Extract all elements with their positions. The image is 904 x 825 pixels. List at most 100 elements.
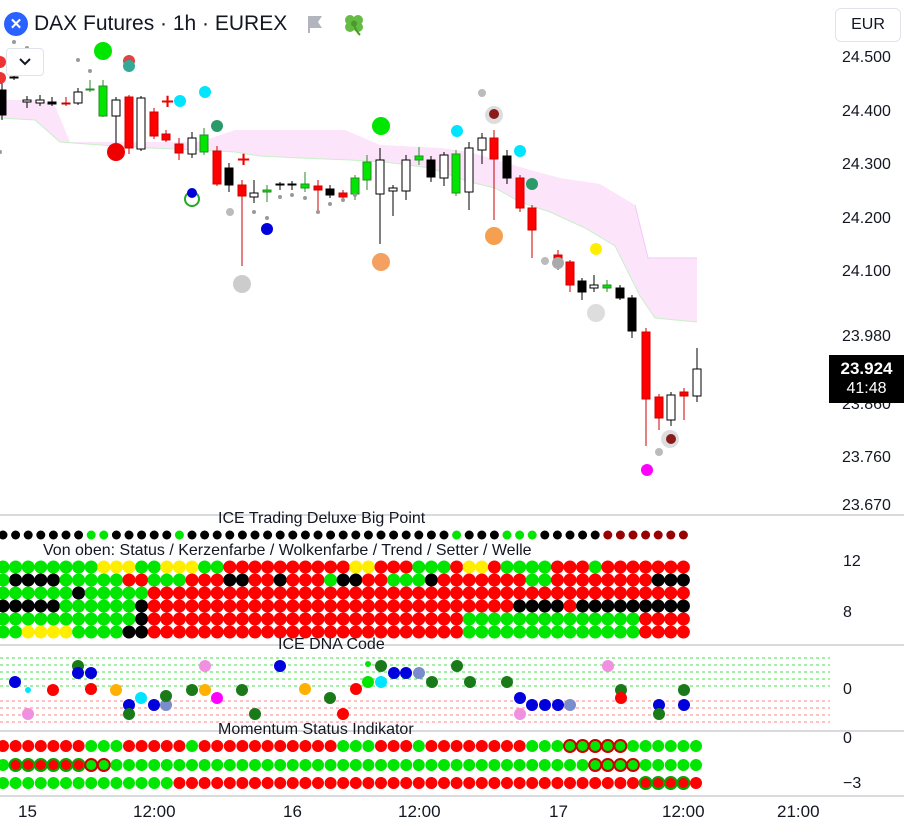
dna-dot — [539, 699, 551, 711]
status-dot — [578, 530, 588, 540]
status-dot — [664, 560, 678, 574]
status-dot — [225, 530, 235, 540]
collapse-toggle-button[interactable] — [6, 48, 44, 76]
momentum-dot — [312, 759, 324, 771]
currency-selector[interactable]: EUR — [835, 8, 901, 42]
momentum-dot — [324, 740, 337, 752]
signal-dot — [655, 448, 663, 456]
status-dot — [525, 599, 539, 613]
status-dot — [576, 625, 590, 639]
signal-dot — [107, 143, 125, 161]
status-dot — [97, 599, 111, 613]
status-dot — [311, 586, 325, 600]
status-dot — [97, 612, 111, 626]
status-dot — [374, 573, 388, 587]
status-dot — [437, 625, 451, 639]
status-dot — [336, 612, 350, 626]
momentum-dot — [488, 740, 501, 752]
momentum-dot — [475, 777, 488, 789]
status-dot — [550, 612, 564, 626]
status-dot — [349, 625, 363, 639]
momentum-dot — [85, 777, 98, 789]
pane3-title[interactable]: Momentum Status Indikator — [218, 721, 414, 738]
status-dot — [590, 530, 600, 540]
status-dot — [349, 612, 363, 626]
status-dot — [223, 586, 237, 600]
last-price-value: 23.924 — [840, 359, 893, 378]
status-dot — [349, 599, 363, 613]
status-dot — [450, 586, 464, 600]
status-dot — [437, 586, 451, 600]
status-dot — [298, 586, 312, 600]
status-dot — [487, 612, 501, 626]
dna-dot — [388, 667, 400, 679]
momentum-dot — [223, 777, 236, 789]
momentum-dot — [34, 777, 47, 789]
status-dot — [626, 599, 640, 613]
dna-dot — [451, 660, 463, 672]
status-dot — [513, 599, 527, 613]
status-dot — [311, 599, 325, 613]
candle — [149, 108, 159, 139]
status-dot — [502, 530, 512, 540]
status-dot — [210, 560, 224, 574]
momentum-dot — [261, 777, 274, 789]
status-dot — [361, 599, 375, 613]
status-dot — [475, 612, 489, 626]
status-dot — [109, 612, 123, 626]
momentum-dot — [286, 777, 299, 789]
momentum-dot — [33, 758, 48, 772]
status-dot — [639, 612, 653, 626]
status-dot — [538, 612, 552, 626]
dna-dot — [464, 676, 476, 688]
status-dot — [0, 599, 10, 613]
status-dot — [185, 625, 199, 639]
status-dot — [46, 612, 60, 626]
status-dot — [412, 573, 426, 587]
status-dot — [122, 599, 136, 613]
status-dot — [324, 599, 338, 613]
momentum-dot — [211, 759, 224, 771]
small-dot — [12, 40, 16, 44]
pane2-title[interactable]: ICE DNA Code — [278, 636, 385, 653]
status-dot — [34, 586, 48, 600]
clover-icon[interactable] — [341, 11, 367, 37]
status-dot — [313, 530, 323, 540]
status-dot — [500, 599, 514, 613]
momentum-dot — [438, 777, 450, 789]
status-dot — [601, 612, 615, 626]
status-dot — [59, 586, 73, 600]
status-dot — [160, 573, 174, 587]
signal-dot — [541, 257, 549, 265]
status-dot — [286, 625, 300, 639]
candle — [401, 155, 411, 200]
signal-dot — [485, 227, 503, 245]
momentum-dot — [613, 758, 628, 772]
signal-dot — [94, 42, 112, 60]
status-dot — [349, 586, 363, 600]
momentum-dot — [160, 740, 173, 752]
momentum-dot — [0, 777, 9, 789]
status-dot — [160, 586, 174, 600]
status-dot — [666, 530, 676, 540]
momentum-dot — [375, 740, 387, 752]
dna-dot — [365, 661, 371, 667]
status-dot — [424, 560, 438, 574]
pane1-axis-tick: 12 — [843, 553, 861, 570]
candle — [641, 328, 651, 446]
pane1-title[interactable]: ICE Trading Deluxe Big Point — [218, 510, 426, 527]
momentum-dot — [639, 740, 652, 752]
flag-icon[interactable] — [305, 14, 325, 34]
status-dot — [676, 586, 690, 600]
status-dot — [210, 599, 224, 613]
symbol-header[interactable]: ✕ DAX Futures · 1h · EUREX — [4, 8, 367, 40]
plus-signal: + — [236, 149, 251, 170]
status-dot — [174, 530, 184, 540]
momentum-dot — [97, 777, 110, 789]
status-dot — [588, 573, 602, 587]
status-dot — [273, 625, 287, 639]
status-dot — [351, 530, 361, 540]
momentum-dot — [123, 777, 135, 789]
symbol-title[interactable]: DAX Futures · 1h · EUREX — [34, 12, 288, 35]
